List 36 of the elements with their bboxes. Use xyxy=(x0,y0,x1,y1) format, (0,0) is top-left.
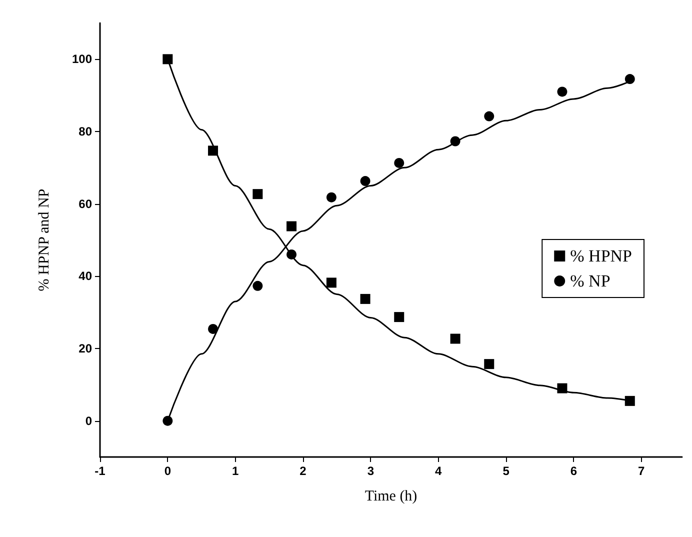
point xyxy=(624,396,635,406)
x-tick-label: 1 xyxy=(232,464,240,478)
y-tick-label: 40 xyxy=(78,269,92,284)
x-tick-label: 3 xyxy=(367,464,374,478)
x-tick-label: 2 xyxy=(300,464,307,478)
point xyxy=(394,312,404,322)
x-tick-label: 6 xyxy=(570,464,578,478)
y-tick-label: 100 xyxy=(72,52,92,66)
y-tick-label: 60 xyxy=(78,196,92,211)
x-tick-label: 7 xyxy=(638,464,646,478)
point xyxy=(252,280,263,291)
point xyxy=(484,359,494,370)
x-tick-label: 5 xyxy=(502,464,510,478)
point xyxy=(394,158,404,168)
point xyxy=(360,176,370,186)
point xyxy=(360,294,370,304)
point xyxy=(286,221,297,232)
point xyxy=(624,74,635,84)
point xyxy=(162,54,173,64)
point xyxy=(208,324,218,334)
x-tick-label: -1 xyxy=(94,464,106,478)
legend-label: % HPNP xyxy=(570,246,632,266)
point xyxy=(484,111,494,122)
x-tick-label: 4 xyxy=(435,464,442,478)
x-tick-label: 0 xyxy=(164,464,172,478)
y-tick-label: 80 xyxy=(78,124,92,138)
x-axis-title: Time (h) xyxy=(364,488,418,504)
point xyxy=(252,189,263,200)
y-tick-label: 20 xyxy=(78,342,92,356)
legend-label: % NP xyxy=(570,272,610,290)
point xyxy=(326,278,336,288)
y-tick-label: 0 xyxy=(85,414,92,428)
y-axis-title: % HPNP and NP xyxy=(36,188,52,292)
point xyxy=(450,334,460,344)
point xyxy=(557,86,568,97)
point xyxy=(326,192,336,202)
